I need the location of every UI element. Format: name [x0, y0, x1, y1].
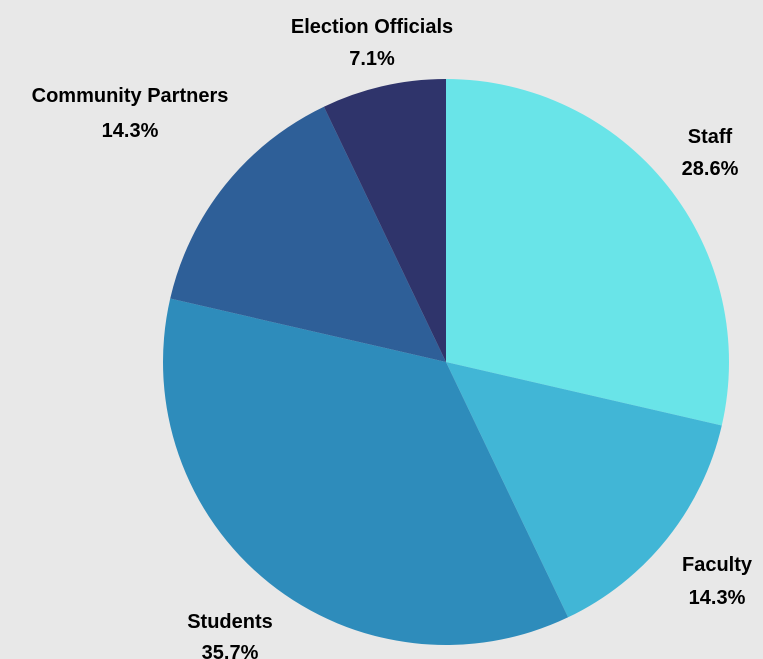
slice-label-faculty: Faculty	[682, 554, 753, 576]
slice-percent-community-partners: 14.3%	[102, 120, 159, 142]
pie-labels: Staff 28.6% Faculty 14.3% Students 35.7% Commu…	[32, 16, 753, 659]
slice-percent-faculty: 14.3%	[689, 587, 746, 609]
slice-percent-students: 35.7%	[202, 642, 259, 659]
pie-slice-staff	[446, 79, 729, 426]
slice-label-students: Students	[187, 611, 273, 633]
slice-percent-staff: 28.6%	[682, 158, 739, 180]
pie-slice-students	[163, 298, 569, 645]
pie-slice-community-partners	[170, 106, 446, 362]
pie-slices	[163, 79, 729, 645]
slice-percent-election-officials: 7.1%	[349, 48, 395, 70]
pie-slice-election-officials	[323, 79, 446, 362]
slice-label-staff: Staff	[688, 126, 733, 148]
slice-label-election-officials: Election Officials	[291, 16, 453, 38]
slice-label-community-partners: Community Partners	[32, 85, 229, 107]
pie-slice-faculty	[446, 362, 722, 618]
